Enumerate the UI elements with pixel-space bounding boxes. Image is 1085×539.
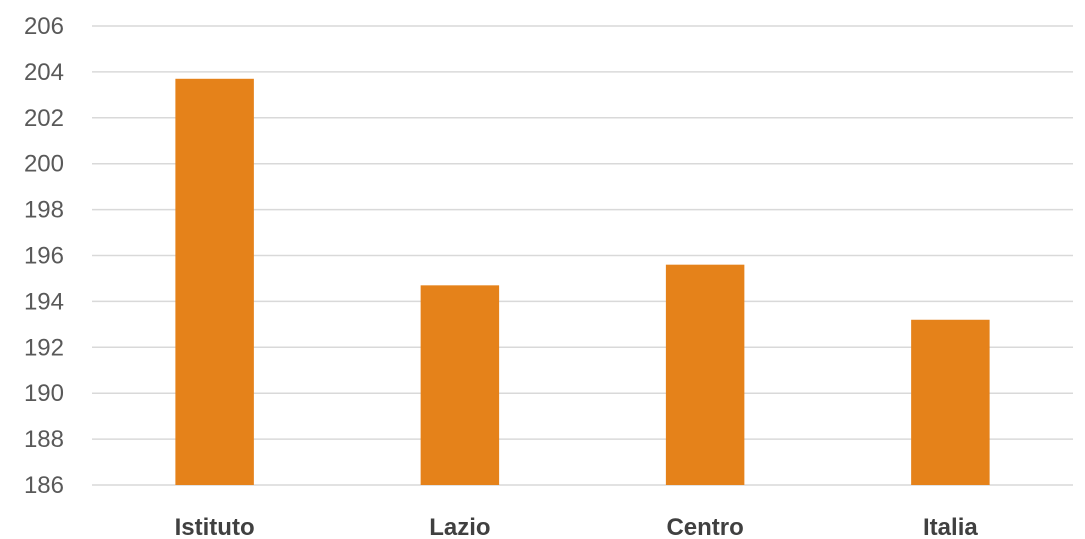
gridlines (92, 25, 1073, 486)
x-tick-label: Lazio (429, 514, 490, 539)
x-tick-label: Italia (923, 514, 978, 539)
bar-istituto (175, 78, 254, 485)
y-tick-label: 202 (24, 105, 64, 132)
bar-centro (665, 264, 745, 485)
y-tick-label: 186 (24, 472, 64, 499)
bars (175, 78, 990, 485)
y-tick-label: 196 (24, 243, 64, 270)
y-tick-label: 190 (24, 380, 64, 407)
x-axis: Istituto Lazio Centro Italia (175, 514, 979, 539)
y-axis: 186 188 190 192 194 196 198 200 202 204 206 (24, 13, 64, 499)
y-tick-label: 198 (24, 197, 64, 224)
y-tick-label: 194 (24, 288, 64, 315)
y-tick-label: 200 (24, 151, 64, 178)
bar-lazio (420, 285, 500, 485)
x-tick-label: Istituto (175, 514, 255, 539)
y-tick-label: 188 (24, 426, 64, 453)
y-tick-label: 206 (24, 13, 64, 40)
x-tick-label: Centro (666, 514, 743, 539)
y-tick-label: 204 (24, 59, 64, 86)
y-tick-label: 192 (24, 334, 64, 361)
bar-italia (911, 319, 990, 485)
